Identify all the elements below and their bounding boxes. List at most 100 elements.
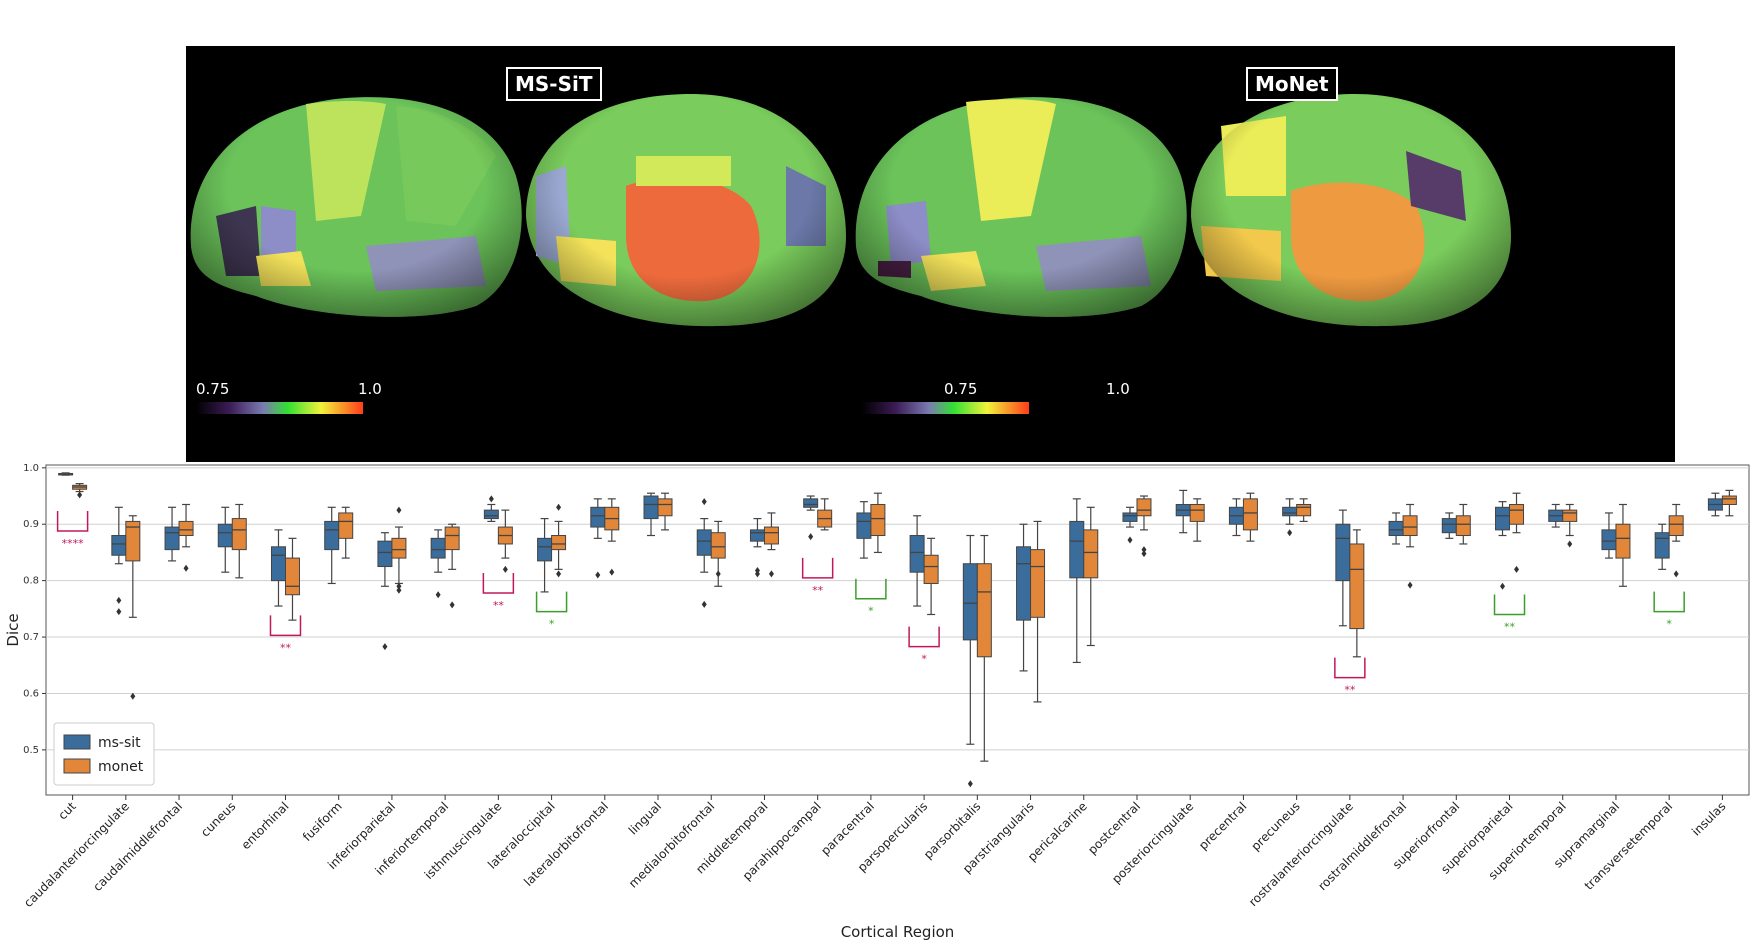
box-monet-rostralanteriorcingulate (1349, 543, 1365, 630)
box-monet-medialorbitofrontal (710, 532, 726, 559)
significance-label: * (1666, 618, 1672, 631)
box-ms-sit-parahippocampal (803, 498, 819, 508)
outlier-point (1141, 546, 1147, 554)
significance-label: ** (280, 641, 292, 654)
box-monet-posteriorcingulate (1189, 503, 1205, 522)
box-monet-rostralmiddlefrontal (1402, 515, 1418, 537)
box-ms-sit-inferiortemporal (430, 537, 446, 559)
outlier-point (449, 601, 455, 609)
significance-bracket (1334, 657, 1366, 679)
significance-label: ** (493, 599, 505, 612)
box-monet-precuneus (1296, 503, 1312, 517)
outlier-point (1127, 536, 1133, 544)
x-tick-label-transversetemporal: transversetemporal (1582, 799, 1676, 893)
x-tick-label-cut: cut (55, 799, 78, 822)
box-ms-sit-lateraloccipital (537, 537, 553, 562)
x-tick-label-entorhinal: entorhinal (239, 799, 292, 852)
x-tick-label-precuneus: precuneus (1249, 799, 1303, 853)
outlier-point (1141, 550, 1147, 558)
outlier-point (435, 591, 441, 599)
box-ms-sit-parstriangularis (1016, 546, 1032, 621)
x-axis-label: Cortical Region (841, 923, 955, 941)
outlier-point (1673, 570, 1679, 578)
significance-bracket (56, 511, 89, 532)
legend-swatch-monet (63, 758, 91, 774)
outlier-point (1514, 565, 1520, 573)
box-ms-sit-parsorbitalis (962, 563, 978, 641)
box-ms-sit-isthmuscingulate (483, 509, 499, 520)
box-monet-precentral (1242, 498, 1258, 531)
colorbar-right-max: 1.0 (1106, 380, 1130, 398)
outlier-point (77, 491, 83, 499)
x-tick-label-insulas: insulas (1689, 799, 1728, 838)
box-monet-caudalanteriorcingulate (125, 520, 141, 562)
y-tick-label: 1.0 (23, 463, 39, 474)
x-tick-label-rostralanteriorcingulate: rostralanteriorcingulate (1246, 799, 1356, 909)
box-monet-superiorparietal (1509, 503, 1525, 525)
x-tick-label-postcentral: postcentral (1085, 799, 1143, 857)
legend-swatch-ms-sit (63, 734, 91, 750)
box-monet-lateraloccipital (551, 535, 567, 551)
significance-label: ** (812, 584, 824, 597)
y-tick-label: 0.7 (23, 632, 39, 643)
brain-surfaces (190, 93, 1511, 414)
box-ms-sit-transversetemporal (1654, 532, 1670, 559)
box-ms-sit-pericalcarine (1069, 520, 1085, 579)
box-ms-sit-precuneus (1282, 506, 1298, 517)
box-monet-superiorfrontal (1455, 515, 1471, 537)
significance-label: * (921, 653, 927, 666)
box-ms-sit-inferiorparietal (377, 540, 393, 568)
colorbar-left-min: 0.75 (196, 380, 230, 398)
box-monet-transversetemporal (1668, 515, 1684, 537)
outlier-point (130, 692, 136, 700)
colorbar-left-max: 1.0 (358, 380, 382, 398)
box-monet-superiortemporal (1562, 509, 1578, 522)
outlier-point (1287, 529, 1293, 537)
outlier-point (754, 570, 760, 578)
y-tick-label: 0.9 (23, 519, 39, 530)
legend (53, 722, 155, 786)
box-ms-sit-postcentral (1122, 512, 1138, 522)
significance-bracket (535, 591, 568, 613)
x-tick-label-caudalmiddlefrontal: caudalmiddlefrontal (90, 799, 185, 894)
box-ms-sit-supramarginal (1601, 529, 1617, 551)
x-tick-label-precentral: precentral (1196, 799, 1249, 852)
outlier-point (768, 570, 774, 578)
significance-label: ** (1504, 620, 1516, 633)
box-monet-pericalcarine (1083, 529, 1099, 579)
brain-lateral-left (190, 97, 522, 317)
outlier-point (396, 586, 402, 594)
monet-title: MoNet (1246, 67, 1338, 101)
box-ms-sit-parsopercularis (909, 535, 925, 573)
x-tick-label-cuneus: cuneus (198, 799, 238, 839)
significance-label: * (868, 605, 874, 618)
box-monet-inferiorparietal (391, 537, 407, 559)
brain-medial-right (1191, 93, 1511, 327)
outlier-point (701, 498, 707, 506)
outlier-point (396, 582, 402, 590)
outlier-point (116, 596, 122, 604)
box-monet-inferiortemporal (444, 526, 460, 551)
outlier-point (967, 780, 973, 788)
outlier-point (701, 600, 707, 608)
box-monet-supramarginal (1615, 523, 1631, 559)
outlier-point (808, 533, 814, 541)
box-monet-insulas (1721, 495, 1737, 505)
outlier-point (1567, 540, 1573, 548)
x-tick-label-caudalanteriorcingulate: caudalanteriorcingulate (21, 799, 132, 910)
significance-bracket (908, 626, 940, 648)
outlier-point (502, 565, 508, 573)
box-ms-sit-fusiform (324, 520, 340, 551)
x-tick-label-fusiform: fusiform (300, 799, 345, 844)
y-tick-label: 0.5 (23, 745, 39, 756)
y-axis-label: Dice (4, 613, 22, 646)
significance-label: ** (1344, 684, 1356, 697)
box-ms-sit-cuneus (217, 523, 233, 548)
outlier-point (382, 643, 388, 651)
box-ms-sit-caudalanteriorcingulate (111, 535, 127, 556)
box-monet-parstriangularis (1030, 549, 1046, 618)
brain-lateral-right (855, 97, 1187, 317)
box-ms-sit-rostralmiddlefrontal (1388, 520, 1404, 537)
box-monet-cuneus (231, 518, 247, 551)
